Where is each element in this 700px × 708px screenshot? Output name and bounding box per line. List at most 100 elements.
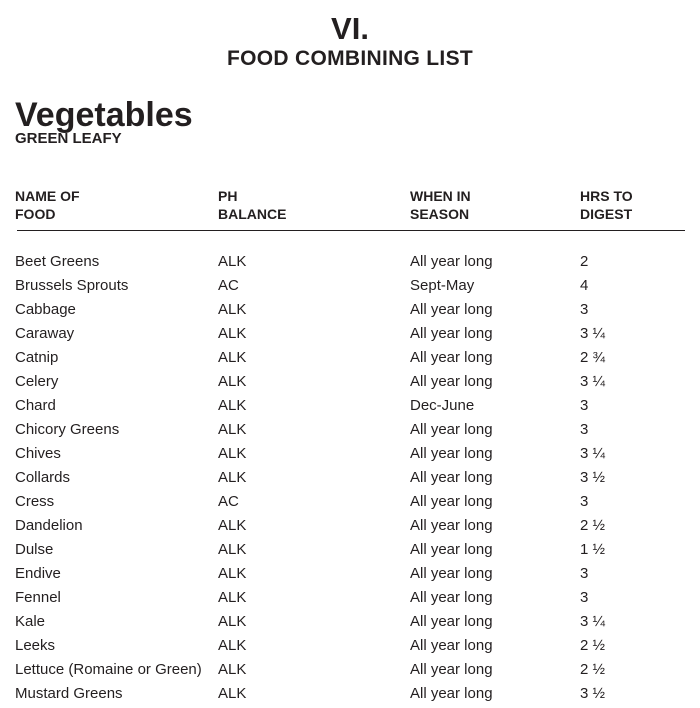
food-name-cell: Endive <box>15 565 61 582</box>
table-row: Chives ALK All year long 3 ¼ <box>0 444 700 468</box>
column-header-ph: PH BALANCE <box>218 187 286 223</box>
ph-balance-cell: ALK <box>218 565 247 582</box>
hours-to-digest-cell: 4 <box>580 277 589 294</box>
hours-to-digest-cell: 3 <box>580 565 589 582</box>
food-name-cell: Cress <box>15 493 55 510</box>
food-name-cell: Fennel <box>15 589 61 606</box>
season-cell: All year long <box>410 349 493 366</box>
hours-to-digest-cell: 2 ½ <box>580 517 606 534</box>
header-divider <box>17 230 685 231</box>
season-cell: All year long <box>410 493 493 510</box>
hours-to-digest-cell: 3 ½ <box>580 469 606 486</box>
hours-to-digest-cell: 3 <box>580 493 589 510</box>
ph-balance-cell: ALK <box>218 613 247 630</box>
season-cell: All year long <box>410 373 493 390</box>
ph-balance-cell: ALK <box>218 637 247 654</box>
season-cell: All year long <box>410 685 493 702</box>
column-header-ph-line1: PH <box>218 188 238 204</box>
column-header-digest-line2: DIGEST <box>580 206 633 222</box>
hours-to-digest-cell: 2 ½ <box>580 661 606 678</box>
season-cell: All year long <box>410 517 493 534</box>
food-name-cell: Dulse <box>15 541 54 558</box>
hours-to-digest-cell: 3 ¼ <box>580 613 606 630</box>
table-row: Catnip ALK All year long 2 ¾ <box>0 348 700 372</box>
season-cell: All year long <box>410 301 493 318</box>
season-cell: All year long <box>410 565 493 582</box>
food-name-cell: Mustard Greens <box>15 685 123 702</box>
subsection-title: GREEN LEAFY <box>15 130 122 147</box>
column-header-ph-line2: BALANCE <box>218 206 287 222</box>
ph-balance-cell: ALK <box>218 517 247 534</box>
table-row: Brussels Sprouts AC Sept-May 4 <box>0 276 700 300</box>
ph-balance-cell: AC <box>218 493 239 510</box>
hours-to-digest-cell: 2 ½ <box>580 637 606 654</box>
table-row: Fennel ALK All year long 3 <box>0 588 700 612</box>
hours-to-digest-cell: 3 ¼ <box>580 445 606 462</box>
hours-to-digest-cell: 3 <box>580 421 589 438</box>
hours-to-digest-cell: 3 <box>580 301 589 318</box>
food-name-cell: Catnip <box>15 349 59 366</box>
ph-balance-cell: ALK <box>218 373 247 390</box>
season-cell: All year long <box>410 541 493 558</box>
food-name-cell: Chives <box>15 445 61 462</box>
food-name-cell: Brussels Sprouts <box>15 277 129 294</box>
ph-balance-cell: ALK <box>218 445 247 462</box>
column-header-season-line2: SEASON <box>410 206 470 222</box>
hours-to-digest-cell: 3 ½ <box>580 685 606 702</box>
food-name-cell: Celery <box>15 373 59 390</box>
ph-balance-cell: ALK <box>218 253 247 270</box>
food-name-cell: Chicory Greens <box>15 421 120 438</box>
chapter-number: VI. <box>331 11 369 46</box>
ph-balance-cell: ALK <box>218 301 247 318</box>
hours-to-digest-cell: 3 <box>580 397 589 414</box>
column-header-digest-line1: HRS TO <box>580 188 633 204</box>
season-cell: All year long <box>410 253 493 270</box>
food-name-cell: Kale <box>15 613 46 630</box>
hours-to-digest-cell: 1 ½ <box>580 541 606 558</box>
column-header-name: NAME OF FOOD <box>15 187 80 223</box>
table-row: Kale ALK All year long 3 ¼ <box>0 612 700 636</box>
table-row: Leeks ALK All year long 2 ½ <box>0 636 700 660</box>
hours-to-digest-cell: 3 <box>580 589 589 606</box>
column-header-name-line2: FOOD <box>15 206 56 222</box>
food-name-cell: Collards <box>15 469 71 486</box>
table-row: Chard ALK Dec-June 3 <box>0 396 700 420</box>
food-name-cell: Dandelion <box>15 517 83 534</box>
season-cell: Dec-June <box>410 397 475 414</box>
column-header-season-line1: WHEN IN <box>410 188 471 204</box>
food-name-cell: Cabbage <box>15 301 76 318</box>
season-cell: All year long <box>410 661 493 678</box>
season-cell: Sept-May <box>410 277 475 294</box>
food-name-cell: Caraway <box>15 325 75 342</box>
food-name-cell: Lettuce (Romaine or Green) <box>15 661 202 678</box>
season-cell: All year long <box>410 445 493 462</box>
ph-balance-cell: ALK <box>218 469 247 486</box>
food-name-cell: Leeks <box>15 637 56 654</box>
table-row: Cress AC All year long 3 <box>0 492 700 516</box>
ph-balance-cell: ALK <box>218 685 247 702</box>
table-row: Collards ALK All year long 3 ½ <box>0 468 700 492</box>
hours-to-digest-cell: 3 ¼ <box>580 373 606 390</box>
food-name-cell: Chard <box>15 397 56 414</box>
table-row: Mustard Greens ALK All year long 3 ½ <box>0 684 700 708</box>
column-header-season: WHEN IN SEASON <box>410 187 471 223</box>
ph-balance-cell: ALK <box>218 541 247 558</box>
ph-balance-cell: ALK <box>218 421 247 438</box>
table-row: Dulse ALK All year long 1 ½ <box>0 540 700 564</box>
season-cell: All year long <box>410 613 493 630</box>
table-row: Lettuce (Romaine or Green) ALK All year lo… <box>0 660 700 684</box>
column-header-digest: HRS TO DIGEST <box>580 187 633 223</box>
table-row: Dandelion ALK All year long 2 ½ <box>0 516 700 540</box>
hours-to-digest-cell: 2 <box>580 253 589 270</box>
table-row: Chicory Greens ALK All year long 3 <box>0 420 700 444</box>
column-header-name-line1: NAME OF <box>15 188 80 204</box>
hours-to-digest-cell: 3 ¼ <box>580 325 606 342</box>
table-row: Beet Greens ALK All year long 2 <box>0 252 700 276</box>
table-row: Cabbage ALK All year long 3 <box>0 300 700 324</box>
table-row: Caraway ALK All year long 3 ¼ <box>0 324 700 348</box>
season-cell: All year long <box>410 325 493 342</box>
season-cell: All year long <box>410 421 493 438</box>
ph-balance-cell: ALK <box>218 325 247 342</box>
season-cell: All year long <box>410 589 493 606</box>
ph-balance-cell: ALK <box>218 397 247 414</box>
